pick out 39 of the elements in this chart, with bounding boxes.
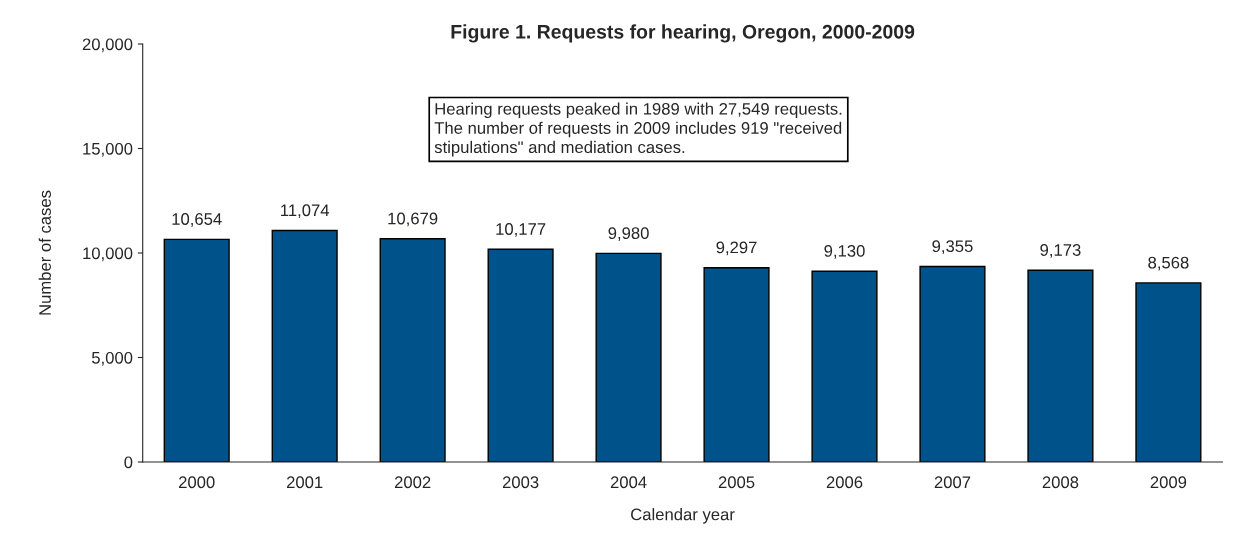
bar [919,265,986,462]
data-label: 9,173 [1040,244,1081,258]
bar [487,248,554,462]
y-tick-label: 10,000 [83,247,133,262]
bar [379,238,446,462]
data-label: 10,679 [388,212,438,227]
data-label: 10,654 [172,213,222,227]
x-axis-title: Calendar year [631,508,735,524]
bar [811,270,878,462]
chart-title: Figure 1. Requests for hearing, Oregon, 2000-2009 [451,24,915,43]
bar [1135,282,1202,462]
data-label: 8,568 [1148,256,1189,271]
y-axis-title: Number of cases [38,190,51,315]
y-tick-label: 15,000 [83,142,133,157]
x-tick-label: 2000 [179,476,215,489]
bar [703,266,770,462]
y-tick-label: 20,000 [82,38,133,53]
x-tick-label: 2001 [286,476,323,489]
x-tick-label: 2002 [394,476,431,489]
data-label: 9,980 [608,227,649,241]
bar [163,238,230,462]
y-tick-label: 5,000 [91,351,133,366]
x-tick-label: 2007 [934,476,971,489]
x-tick-label: 2006 [826,476,863,489]
data-label: 9,130 [824,244,865,259]
data-label: 9,355 [932,240,973,255]
y-tick-label: 0 [124,456,133,469]
bar [271,229,338,462]
x-tick-label: 2005 [718,476,755,489]
x-tick-label: 2009 [1150,476,1187,489]
x-tick-label: 2008 [1042,476,1079,489]
data-label: 11,074 [281,204,330,219]
annotation: Hearing requests peaked in 1989 with 27,549 requests. The number of requests in 2009 includes 919 "received stipulations" and mediation cases. [434,102,842,157]
data-label: 9,297 [716,241,757,256]
x-tick-label: 2003 [502,476,539,489]
bar [1027,269,1094,462]
bar [595,252,662,462]
data-label: 10,177 [496,223,546,237]
x-tick-label: 2004 [610,476,647,489]
